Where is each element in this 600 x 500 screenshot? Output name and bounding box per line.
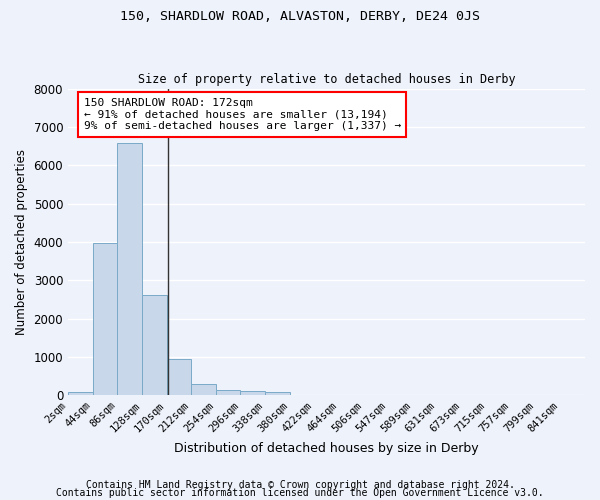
Y-axis label: Number of detached properties: Number of detached properties [15,149,28,335]
Text: 150 SHARDLOW ROAD: 172sqm
← 91% of detached houses are smaller (13,194)
9% of se: 150 SHARDLOW ROAD: 172sqm ← 91% of detac… [83,98,401,131]
Bar [265,392,290,395]
Bar [167,359,191,395]
Bar [216,390,241,395]
Bar [92,243,117,395]
X-axis label: Distribution of detached houses by size in Derby: Distribution of detached houses by size … [174,442,479,455]
Text: Contains public sector information licensed under the Open Government Licence v3: Contains public sector information licen… [56,488,544,498]
Bar [142,294,167,395]
Bar [241,392,265,395]
Text: Contains HM Land Registry data © Crown copyright and database right 2024.: Contains HM Land Registry data © Crown c… [86,480,514,490]
Text: 150, SHARDLOW ROAD, ALVASTON, DERBY, DE24 0JS: 150, SHARDLOW ROAD, ALVASTON, DERBY, DE2… [120,10,480,23]
Title: Size of property relative to detached houses in Derby: Size of property relative to detached ho… [138,73,515,86]
Bar [117,143,142,395]
Bar [68,392,92,395]
Bar [191,384,216,395]
